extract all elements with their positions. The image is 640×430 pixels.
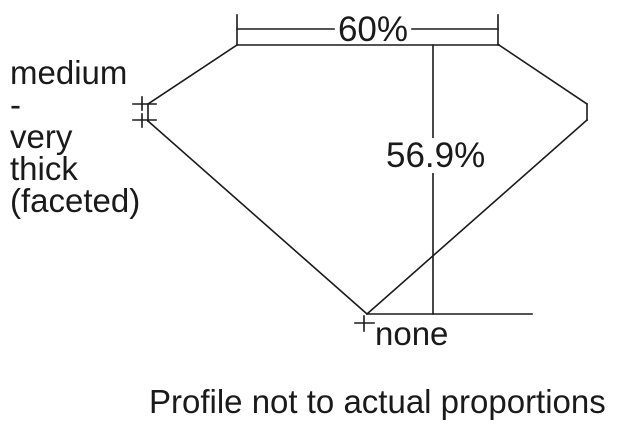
crown-facet-left (146, 43, 239, 106)
depth-percentage-label: 56.9% (383, 138, 489, 173)
table-width-label: 60% (337, 10, 409, 49)
girdle-thickness-label: medium - very thick (faceted) (10, 54, 141, 219)
pavilion-facet-right (365, 118, 589, 316)
crown-facet-right (497, 43, 589, 106)
pavilion-facet-left (146, 119, 369, 316)
footnote: Profile not to actual proportions (149, 383, 606, 420)
culet-label: none (375, 315, 449, 352)
